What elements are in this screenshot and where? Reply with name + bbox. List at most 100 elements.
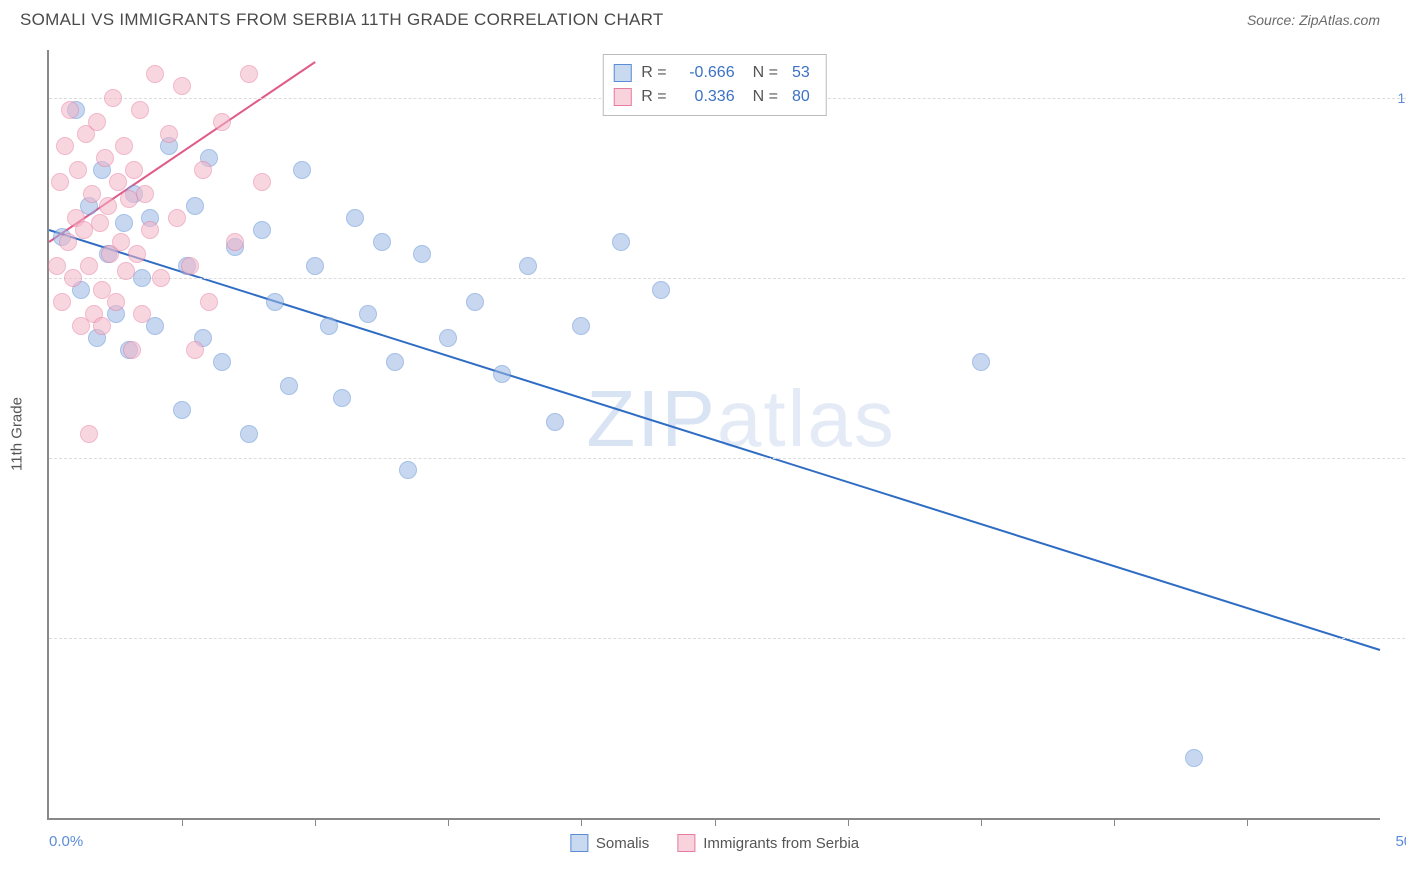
legend-item-somali: Somalis	[570, 834, 649, 852]
data-point	[293, 161, 311, 179]
x-tick	[581, 818, 582, 826]
x-tick	[1114, 818, 1115, 826]
data-point	[346, 209, 364, 227]
stat-n-value: 53	[792, 61, 810, 85]
x-tick	[981, 818, 982, 826]
data-point	[333, 389, 351, 407]
data-point	[240, 65, 258, 83]
data-point	[306, 257, 324, 275]
data-point	[320, 317, 338, 335]
data-point	[972, 353, 990, 371]
chart-source: Source: ZipAtlas.com	[1247, 12, 1380, 28]
data-point	[519, 257, 537, 275]
data-point	[125, 161, 143, 179]
data-point	[493, 365, 511, 383]
data-point	[186, 341, 204, 359]
data-point	[93, 317, 111, 335]
data-point	[386, 353, 404, 371]
swatch-blue-icon	[570, 834, 588, 852]
data-point	[136, 185, 154, 203]
stats-row-serbia: R = 0.336 N = 80	[613, 85, 809, 109]
data-point	[128, 245, 146, 263]
chart-area: 11th Grade ZIPatlas 77.5%85.0%92.5%100.0…	[47, 50, 1380, 820]
data-point	[280, 377, 298, 395]
swatch-blue-icon	[613, 64, 631, 82]
gridline	[49, 458, 1406, 459]
data-point	[80, 425, 98, 443]
data-point	[61, 101, 79, 119]
stat-r-value: 0.336	[677, 85, 735, 109]
data-point	[131, 101, 149, 119]
watermark: ZIPatlas	[586, 373, 895, 465]
x-tick	[315, 818, 316, 826]
legend-item-serbia: Immigrants from Serbia	[677, 834, 859, 852]
stat-r-label: R =	[641, 85, 666, 109]
x-axis-min-label: 0.0%	[49, 833, 83, 850]
data-point	[123, 341, 141, 359]
data-point	[112, 233, 130, 251]
data-point	[612, 233, 630, 251]
data-point	[69, 161, 87, 179]
data-point	[59, 233, 77, 251]
data-point	[546, 413, 564, 431]
stat-n-value: 80	[792, 85, 810, 109]
data-point	[652, 281, 670, 299]
data-point	[99, 197, 117, 215]
data-point	[413, 245, 431, 263]
stat-r-value: -0.666	[677, 61, 735, 85]
data-point	[173, 77, 191, 95]
data-point	[213, 113, 231, 131]
y-axis-title: 11th Grade	[9, 397, 26, 471]
plot-area: ZIPatlas 77.5%85.0%92.5%100.0%	[49, 50, 1380, 818]
swatch-pink-icon	[677, 834, 695, 852]
data-point	[146, 65, 164, 83]
data-point	[373, 233, 391, 251]
stats-row-somali: R = -0.666 N = 53	[613, 61, 809, 85]
gridline	[49, 278, 1406, 279]
data-point	[88, 113, 106, 131]
data-point	[1185, 749, 1203, 767]
data-point	[146, 317, 164, 335]
data-point	[359, 305, 377, 323]
data-point	[48, 257, 66, 275]
data-point	[240, 425, 258, 443]
data-point	[56, 137, 74, 155]
x-tick	[448, 818, 449, 826]
data-point	[200, 293, 218, 311]
data-point	[160, 125, 178, 143]
data-point	[96, 149, 114, 167]
x-tick	[848, 818, 849, 826]
swatch-pink-icon	[613, 88, 631, 106]
data-point	[466, 293, 484, 311]
data-point	[133, 305, 151, 323]
chart-title: SOMALI VS IMMIGRANTS FROM SERBIA 11TH GR…	[20, 10, 664, 30]
stat-n-label: N =	[753, 61, 778, 85]
data-point	[253, 173, 271, 191]
x-tick	[715, 818, 716, 826]
data-point	[439, 329, 457, 347]
data-point	[104, 89, 122, 107]
data-point	[107, 293, 125, 311]
legend-label: Somalis	[596, 835, 649, 852]
data-point	[80, 257, 98, 275]
chart-header: SOMALI VS IMMIGRANTS FROM SERBIA 11TH GR…	[0, 0, 1406, 38]
data-point	[152, 269, 170, 287]
data-point	[266, 293, 284, 311]
x-axis-max-label: 50.0%	[1395, 833, 1406, 850]
data-point	[133, 269, 151, 287]
data-point	[253, 221, 271, 239]
data-point	[117, 262, 135, 280]
data-point	[141, 221, 159, 239]
legend-label: Immigrants from Serbia	[703, 835, 859, 852]
data-point	[213, 353, 231, 371]
y-tick-label: 100.0%	[1398, 90, 1406, 106]
data-point	[64, 269, 82, 287]
x-tick	[182, 818, 183, 826]
stat-n-label: N =	[753, 85, 778, 109]
data-point	[115, 137, 133, 155]
x-tick	[1247, 818, 1248, 826]
bottom-legend: Somalis Immigrants from Serbia	[570, 834, 859, 852]
data-point	[186, 197, 204, 215]
data-point	[226, 233, 244, 251]
data-point	[168, 209, 186, 227]
